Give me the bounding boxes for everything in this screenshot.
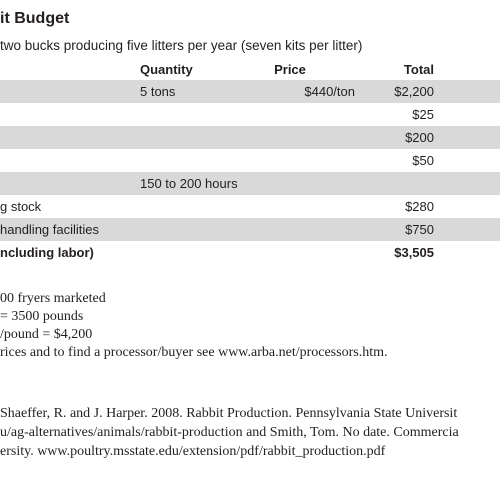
reference-line: u/ag-alternatives/animals/rabbit-product… (0, 425, 459, 440)
table-row: g stock $280 (0, 195, 500, 218)
notes-section: 00 fryers marketed = 3500 pounds /pound … (0, 290, 387, 362)
header-quantity: Quantity (140, 62, 193, 77)
note-line: rices and to find a processor/buyer see … (0, 345, 388, 360)
header-price: Price (274, 62, 306, 77)
row-item: g stock (0, 199, 42, 214)
row-total: $750 (405, 222, 434, 237)
reference-line: ersity. www.poultry.msstate.edu/extensio… (0, 444, 386, 459)
row-item: handling facilities (0, 222, 100, 237)
page-subtitle: two bucks producing five litters per yea… (0, 38, 363, 53)
row-total: $25 (412, 107, 434, 122)
row-total: $50 (412, 153, 434, 168)
table-row: $200 (0, 126, 500, 149)
reference-line: Shaeffer, R. and J. Harper. 2008. Rabbit… (0, 406, 458, 421)
table-row: 150 to 200 hours (0, 172, 500, 195)
header-total: Total (403, 62, 434, 77)
row-quantity: 5 tons (140, 84, 176, 99)
row-total: $200 (405, 130, 434, 145)
row-price: $440/ton (304, 84, 355, 99)
row-total: $280 (405, 199, 434, 214)
table-row: $25 (0, 103, 500, 126)
table-total-row: ncluding labor) $3,505 (0, 241, 500, 264)
table-row: $50 (0, 149, 500, 172)
row-total: $2,200 (394, 84, 434, 99)
references-section: Shaeffer, R. and J. Harper. 2008. Rabbit… (0, 404, 459, 461)
table-row: 5 tons $440/ton $2,200 (0, 80, 500, 103)
table-header: Quantity Price Total (0, 60, 500, 80)
page-title: it Budget (0, 10, 70, 27)
row-quantity: 150 to 200 hours (140, 176, 238, 191)
row-total: $3,505 (394, 245, 434, 260)
note-line: /pound = $4,200 (0, 327, 93, 342)
note-line: = 3500 pounds (0, 309, 84, 324)
row-item: ncluding labor) (0, 245, 94, 260)
table-row: handling facilities $750 (0, 218, 500, 241)
note-line: 00 fryers marketed (0, 291, 106, 306)
